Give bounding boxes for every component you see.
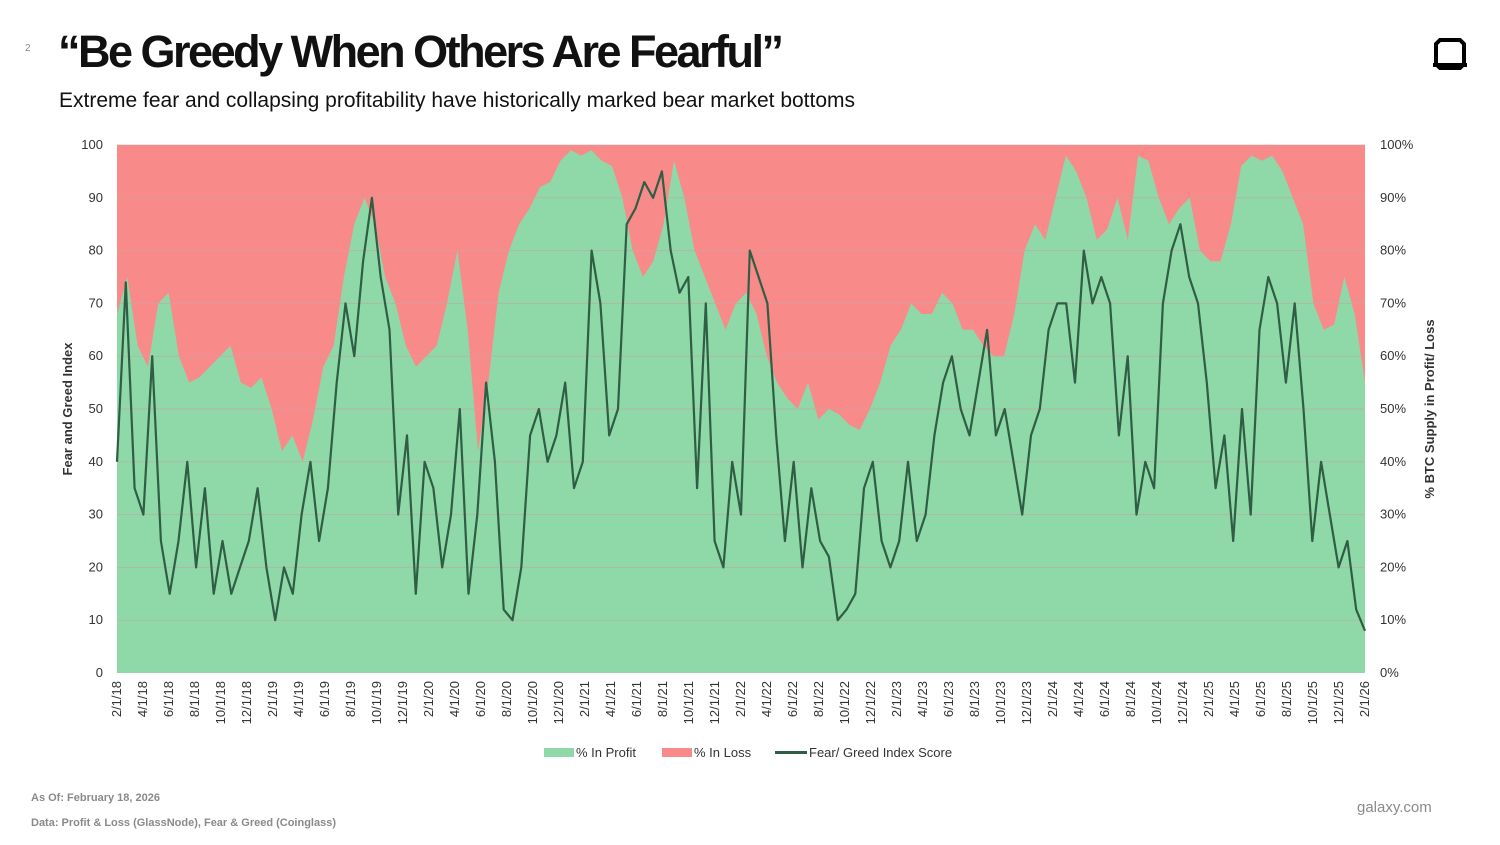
y2-axis-label: % BTC Supply in Profit/ Loss — [1422, 319, 1437, 498]
legend-loss-swatch — [662, 748, 692, 757]
x-tick-label: 6/1/18 — [161, 681, 176, 717]
y-tick-label: 60 — [89, 348, 103, 363]
y-axis-label: Fear and Greed Index — [60, 342, 75, 476]
x-tick-label: 10/1/22 — [837, 681, 852, 724]
legend: % In Profit % In Loss Fear/ Greed Index Sc… — [544, 745, 952, 760]
x-tick-label: 2/1/23 — [889, 681, 904, 717]
x-tick-label: 8/1/21 — [655, 681, 670, 717]
y2-tick-label: 10% — [1380, 612, 1406, 627]
x-tick-label: 2/1/21 — [577, 681, 592, 717]
x-tick-label: 10/1/20 — [525, 681, 540, 724]
y2-tick-label: 20% — [1380, 559, 1406, 574]
x-tick-label: 10/1/19 — [369, 681, 384, 724]
x-tick-label: 4/1/25 — [1227, 681, 1242, 717]
page-title: “Be Greedy When Others Are Fearful” — [58, 26, 784, 77]
y-tick-label: 100 — [81, 137, 103, 152]
y2-tick-label: 70% — [1380, 295, 1406, 310]
x-tick-label: 2/1/18 — [109, 681, 124, 717]
legend-loss-label: % In Loss — [694, 745, 752, 760]
x-tick-label: 4/1/24 — [1071, 681, 1086, 717]
slide-number: 2 — [25, 43, 31, 54]
x-tick-label: 12/1/24 — [1175, 681, 1190, 724]
as-of-date: As Of: February 18, 2026 — [31, 792, 161, 804]
y-tick-label: 90 — [89, 190, 103, 205]
profit-area — [117, 150, 1365, 674]
x-tick-label: 8/1/23 — [967, 681, 982, 717]
x-tick-label: 6/1/25 — [1253, 681, 1268, 717]
x-tick-label: 6/1/20 — [473, 681, 488, 717]
x-tick-label: 8/1/18 — [187, 681, 202, 717]
x-tick-label: 4/1/21 — [603, 681, 618, 717]
x-tick-label: 8/1/22 — [811, 681, 826, 717]
y2-tick-label: 30% — [1380, 507, 1406, 522]
y-tick-label: 70 — [89, 295, 103, 310]
page-subtitle: Extreme fear and collapsing profitabilit… — [59, 89, 856, 112]
y-tick-label: 20 — [89, 559, 103, 574]
x-tick-label: 2/1/24 — [1045, 681, 1060, 717]
x-tick-label: 10/1/25 — [1305, 681, 1320, 724]
x-tick-label: 8/1/24 — [1123, 681, 1138, 717]
y2-tick-label: 60% — [1380, 348, 1406, 363]
galaxy-logo-icon — [1433, 38, 1467, 70]
y-tick-label: 30 — [89, 507, 103, 522]
legend-index-label: Fear/ Greed Index Score — [809, 745, 952, 760]
fear-greed-line — [115, 170, 1367, 632]
y2-tick-label: 90% — [1380, 190, 1406, 205]
x-tick-label: 6/1/24 — [1097, 681, 1112, 717]
y-tick-label: 10 — [89, 612, 103, 627]
y-tick-label: 0 — [96, 665, 103, 680]
x-tick-label: 12/1/22 — [863, 681, 878, 724]
y2-tick-label: 50% — [1380, 401, 1406, 416]
x-tick-label: 12/1/21 — [707, 681, 722, 724]
x-tick-label: 12/1/23 — [1019, 681, 1034, 724]
y2-tick-label: 100% — [1380, 137, 1414, 152]
x-tick-label: 2/1/19 — [265, 681, 280, 717]
x-tick-label: 4/1/23 — [915, 681, 930, 717]
x-tick-label: 8/1/20 — [499, 681, 514, 717]
x-tick-label: 10/1/24 — [1149, 681, 1164, 724]
y2-tick-label: 0% — [1380, 665, 1399, 680]
x-tick-label: 12/1/18 — [239, 681, 254, 724]
x-tick-label: 4/1/18 — [135, 681, 150, 717]
legend-profit-label: % In Profit — [576, 745, 636, 760]
x-tick-label: 6/1/21 — [629, 681, 644, 717]
x-tick-label: 10/1/21 — [681, 681, 696, 724]
y-tick-label: 80 — [89, 243, 103, 258]
y-tick-label: 50 — [89, 401, 103, 416]
x-tick-label: 4/1/20 — [447, 681, 462, 717]
x-tick-label: 8/1/25 — [1279, 681, 1294, 717]
x-tick-label: 6/1/23 — [941, 681, 956, 717]
x-tick-label: 2/1/20 — [421, 681, 436, 717]
brand-url[interactable]: galaxy.com — [1357, 799, 1432, 816]
x-tick-label: 10/1/23 — [993, 681, 1008, 724]
x-tick-label: 12/1/20 — [551, 681, 566, 724]
x-tick-label: 4/1/22 — [759, 681, 774, 717]
x-tick-label: 2/1/26 — [1357, 681, 1372, 717]
y2-tick-label: 80% — [1380, 243, 1406, 258]
legend-profit-swatch — [544, 748, 574, 757]
y2-tick-label: 40% — [1380, 454, 1406, 469]
x-tick-label: 2/1/25 — [1201, 681, 1216, 717]
x-tick-label: 10/1/18 — [213, 681, 228, 724]
x-tick-label: 4/1/19 — [291, 681, 306, 717]
x-tick-label: 6/1/22 — [785, 681, 800, 717]
x-tick-label: 12/1/25 — [1331, 681, 1346, 724]
x-tick-label: 8/1/19 — [343, 681, 358, 717]
data-source: Data: Profit & Loss (GlassNode), Fear & … — [31, 817, 337, 829]
x-tick-label: 12/1/19 — [395, 681, 410, 724]
y-tick-label: 40 — [89, 454, 103, 469]
x-tick-label: 6/1/19 — [317, 681, 332, 717]
x-tick-label: 2/1/22 — [733, 681, 748, 717]
